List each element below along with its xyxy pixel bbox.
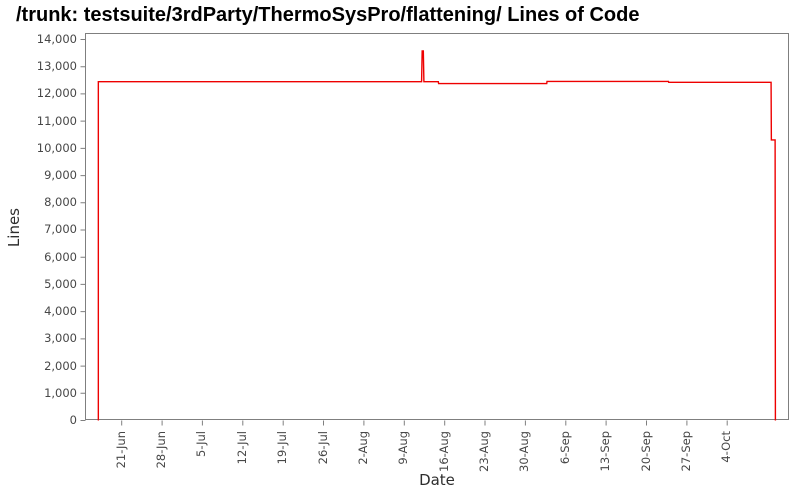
x-tick-label: 4-Oct xyxy=(719,431,734,463)
chart-title: /trunk: testsuite/3rdParty/ThermoSysPro/… xyxy=(16,4,640,26)
x-tick-label: 9-Aug xyxy=(396,431,411,465)
x-tick-label: 16-Aug xyxy=(436,431,451,472)
y-tick-label: 6,000 xyxy=(44,249,77,264)
x-tick-label: 27-Sep xyxy=(678,431,693,472)
y-tick-label: 2,000 xyxy=(44,358,77,373)
loc-line-series xyxy=(97,50,777,421)
y-tick-label: 5,000 xyxy=(44,276,77,291)
y-tick-label: 12,000 xyxy=(36,86,77,101)
x-tick-label: 28-Jun xyxy=(154,431,169,469)
y-tick-label: 10,000 xyxy=(36,140,77,155)
x-tick-label: 2-Aug xyxy=(355,431,370,465)
x-tick-label: 20-Sep xyxy=(638,431,653,472)
plot-area xyxy=(85,33,789,420)
y-tick-label: 9,000 xyxy=(44,168,77,183)
x-tick-label: 23-Aug xyxy=(477,431,492,472)
x-tick-label: 6-Sep xyxy=(557,431,572,465)
x-tick-label: 26-Jul xyxy=(315,431,330,465)
y-tick-label: 8,000 xyxy=(44,195,77,210)
y-tick-label: 0 xyxy=(69,413,77,427)
x-tick-label: 21-Jun xyxy=(113,431,128,469)
y-tick-label: 14,000 xyxy=(36,31,77,46)
y-tick-label: 7,000 xyxy=(44,222,77,237)
y-tick-label: 11,000 xyxy=(36,113,77,128)
y-tick-label: 3,000 xyxy=(44,331,77,346)
x-tick-label: 5-Jul xyxy=(194,431,209,457)
x-tick-label: 19-Jul xyxy=(275,431,290,465)
x-axis-label: Date xyxy=(419,471,455,489)
x-tick-label: 30-Aug xyxy=(517,431,532,472)
y-tick-label: 4,000 xyxy=(44,304,77,319)
x-tick-label: 13-Sep xyxy=(598,431,613,472)
x-tick-label: 12-Jul xyxy=(234,431,249,465)
y-tick-label: 13,000 xyxy=(36,59,77,74)
y-tick-label: 1,000 xyxy=(44,385,77,400)
axis-tick-marks xyxy=(80,39,728,426)
